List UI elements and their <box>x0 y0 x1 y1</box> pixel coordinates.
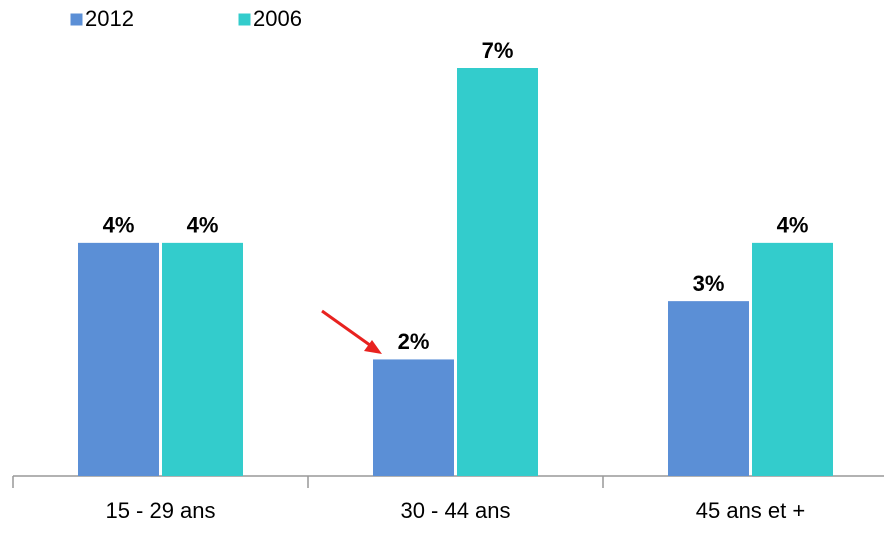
value-label: 7% <box>482 38 514 63</box>
bar <box>752 242 833 476</box>
legend-swatch <box>69 12 84 27</box>
bar <box>373 359 454 476</box>
value-label: 2% <box>398 329 430 354</box>
legend-label: 2012 <box>85 6 134 31</box>
legend-label: 2006 <box>253 6 302 31</box>
x-tick-label: 30 - 44 ans <box>400 498 510 523</box>
legend-swatch <box>237 12 252 27</box>
x-tick-label: 15 - 29 ans <box>105 498 215 523</box>
annotation-arrow <box>321 309 382 354</box>
bar <box>668 301 749 476</box>
bar <box>457 68 538 476</box>
bar <box>162 242 243 476</box>
value-label: 3% <box>693 271 725 296</box>
value-label: 4% <box>187 213 219 238</box>
value-label: 4% <box>103 213 135 238</box>
x-tick-label: 45 ans et + <box>696 498 805 523</box>
bar <box>78 242 159 476</box>
value-label: 4% <box>777 213 809 238</box>
